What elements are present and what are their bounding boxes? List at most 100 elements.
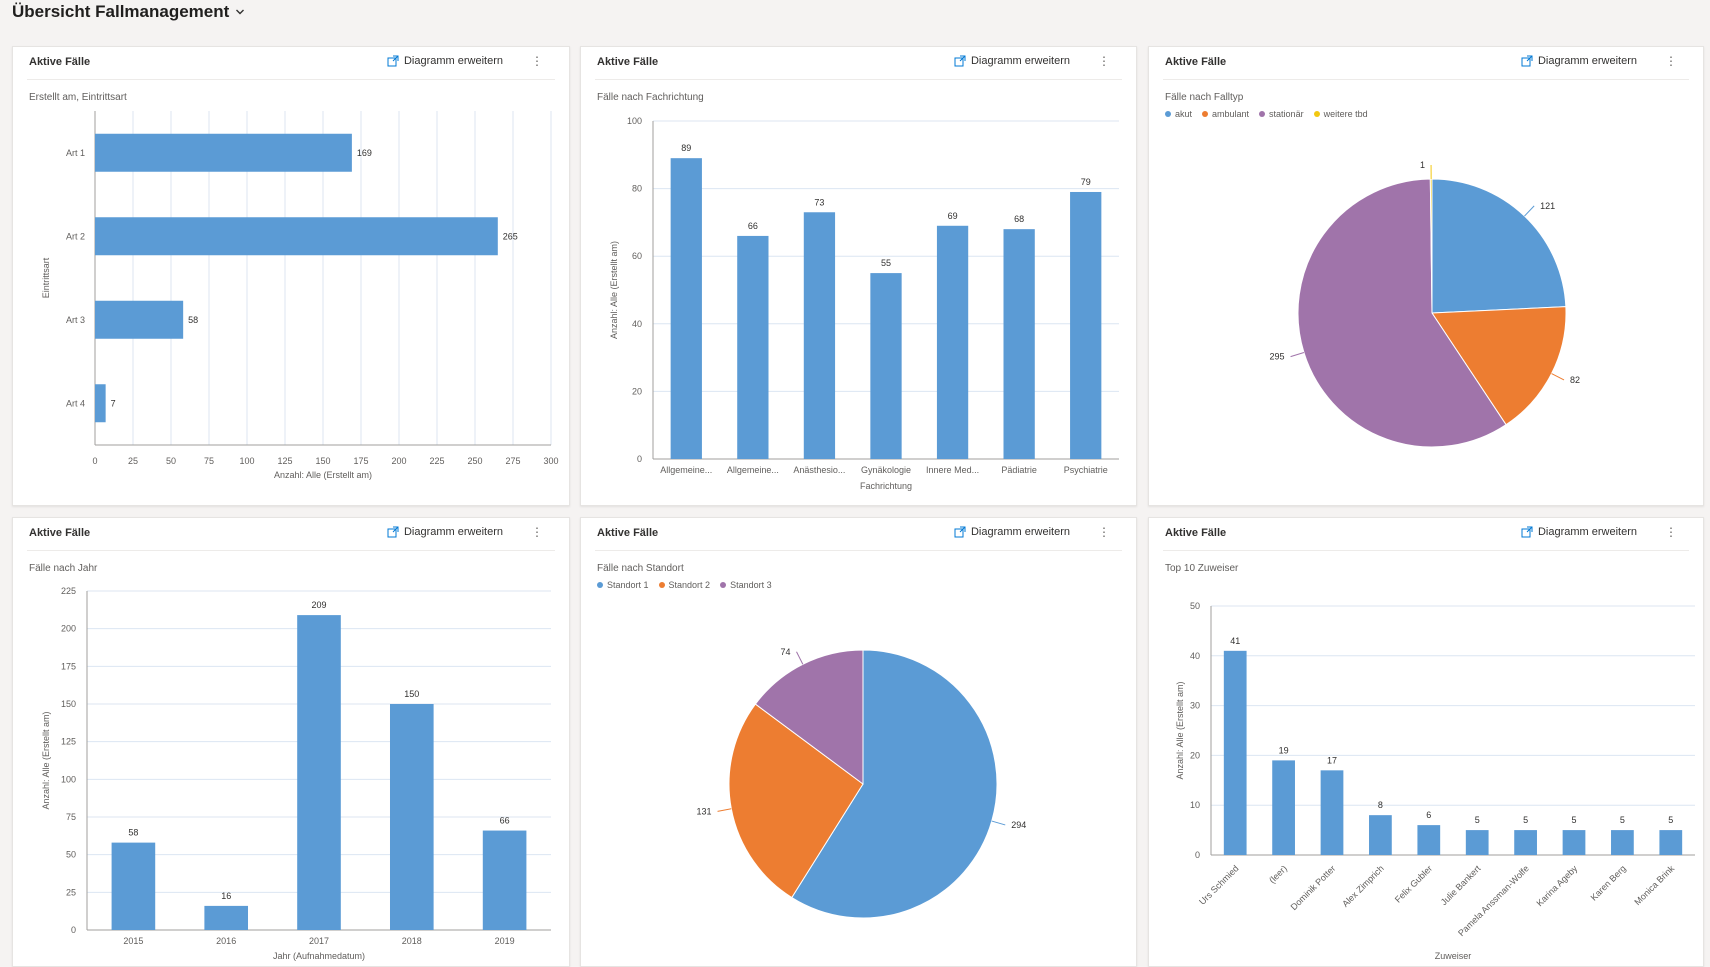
x-tick-label: 75 (204, 456, 214, 466)
data-label: 5 (1571, 815, 1576, 825)
bar[interactable] (1466, 830, 1489, 855)
data-label: 58 (128, 828, 138, 838)
x-tick-label: Julie Bankert (1439, 863, 1483, 907)
card-zuweiser: Aktive Fälle Diagramm erweitern ⋮ Top 10… (1148, 517, 1704, 967)
data-label: 89 (681, 143, 691, 153)
x-tick-label: 25 (128, 456, 138, 466)
y-axis-title: Anzahl: Alle (Erstellt am) (41, 711, 51, 809)
data-label: 1 (1420, 160, 1425, 170)
bar[interactable] (95, 217, 498, 255)
data-label: 82 (1570, 375, 1580, 385)
bar[interactable] (1070, 192, 1101, 459)
bar[interactable] (1611, 830, 1634, 855)
bar[interactable] (1514, 830, 1537, 855)
bar[interactable] (1321, 770, 1344, 855)
y-tick-label: Art 2 (66, 231, 85, 241)
x-tick-label: 150 (315, 456, 330, 466)
x-axis-title: Fachrichtung (860, 481, 912, 491)
y-tick-label: 0 (1195, 850, 1200, 860)
bar[interactable] (95, 384, 106, 422)
x-tick-label: 125 (277, 456, 292, 466)
bar[interactable] (1369, 815, 1392, 855)
bar[interactable] (95, 301, 183, 339)
data-label: 5 (1523, 815, 1528, 825)
x-tick-label: Innere Med... (926, 465, 979, 475)
card-fachrichtung: Aktive Fälle Diagramm erweitern ⋮ Fälle … (580, 46, 1137, 506)
leader-line (992, 821, 1005, 825)
data-label: 79 (1081, 177, 1091, 187)
x-tick-label: Dominik Potter (1289, 863, 1338, 912)
bar[interactable] (1224, 651, 1247, 855)
card-eintrittsart: Aktive Fälle Diagramm erweitern ⋮ Erstel… (12, 46, 570, 506)
data-label: 68 (1014, 214, 1024, 224)
x-axis-title: Jahr (Aufnahmedatum) (273, 951, 365, 961)
bar[interactable] (737, 236, 768, 459)
pie-slice[interactable] (1432, 179, 1566, 313)
x-tick-label: Pädiatrie (1001, 465, 1037, 475)
data-label: 7 (111, 398, 116, 408)
leader-line (1552, 374, 1564, 380)
y-axis-title: Anzahl: Alle (Erstellt am) (609, 241, 619, 339)
y-tick-label: 125 (61, 737, 76, 747)
y-tick-label: 30 (1190, 701, 1200, 711)
chevron-down-icon (235, 7, 245, 17)
bar[interactable] (483, 831, 527, 930)
bar[interactable] (297, 615, 341, 930)
x-tick-label: Allgemeine... (660, 465, 712, 475)
x-tick-label: Monica Brink (1632, 863, 1676, 907)
data-label: 131 (697, 806, 712, 816)
leader-line (1524, 206, 1534, 216)
bar[interactable] (804, 212, 835, 459)
y-tick-label: 100 (627, 116, 642, 126)
card-jahr: Aktive Fälle Diagramm erweitern ⋮ Fälle … (12, 517, 570, 967)
data-label: 74 (781, 647, 791, 657)
y-tick-label: 20 (1190, 750, 1200, 760)
bar[interactable] (95, 134, 352, 172)
y-tick-label: 40 (1190, 651, 1200, 661)
data-label: 150 (404, 689, 419, 699)
y-tick-label: 225 (61, 586, 76, 596)
y-tick-label: 50 (1190, 601, 1200, 611)
x-tick-label: Anästhesio... (793, 465, 845, 475)
y-tick-label: 75 (66, 812, 76, 822)
y-axis-title: Eintrittsart (41, 257, 51, 298)
data-label: 16 (221, 891, 231, 901)
card-standort: Aktive Fälle Diagramm erweitern ⋮ Fälle … (580, 517, 1137, 967)
bar[interactable] (1003, 229, 1034, 459)
bar[interactable] (1659, 830, 1682, 855)
data-label: 66 (500, 816, 510, 826)
bar[interactable] (671, 158, 702, 459)
leader-line (1291, 352, 1304, 356)
x-axis-title: Anzahl: Alle (Erstellt am) (274, 470, 372, 480)
data-label: 41 (1230, 636, 1240, 646)
data-label: 17 (1327, 755, 1337, 765)
x-tick-label: Psychiatrie (1064, 465, 1108, 475)
page-title-dropdown[interactable]: Übersicht Fallmanagement (12, 2, 245, 22)
x-tick-label: 2017 (309, 936, 329, 946)
y-axis-title: Anzahl: Alle (Erstellt am) (1175, 681, 1185, 779)
y-tick-label: 0 (637, 454, 642, 464)
bar[interactable] (112, 843, 156, 930)
y-tick-label: 10 (1190, 800, 1200, 810)
y-tick-label: 50 (66, 850, 76, 860)
bar[interactable] (1272, 760, 1295, 855)
x-tick-label: 225 (429, 456, 444, 466)
data-label: 294 (1011, 820, 1026, 830)
x-tick-label: 200 (391, 456, 406, 466)
y-tick-label: Art 3 (66, 315, 85, 325)
bar[interactable] (870, 273, 901, 459)
x-tick-label: 50 (166, 456, 176, 466)
bar[interactable] (390, 704, 434, 930)
bar[interactable] (1417, 825, 1440, 855)
data-label: 295 (1270, 352, 1285, 362)
x-tick-label: 250 (467, 456, 482, 466)
x-tick-label: 275 (505, 456, 520, 466)
y-tick-label: 40 (632, 319, 642, 329)
bar[interactable] (204, 906, 248, 930)
bar[interactable] (937, 226, 968, 459)
x-tick-label: 300 (543, 456, 558, 466)
bar[interactable] (1563, 830, 1586, 855)
data-label: 209 (311, 600, 326, 610)
y-tick-label: Art 1 (66, 148, 85, 158)
